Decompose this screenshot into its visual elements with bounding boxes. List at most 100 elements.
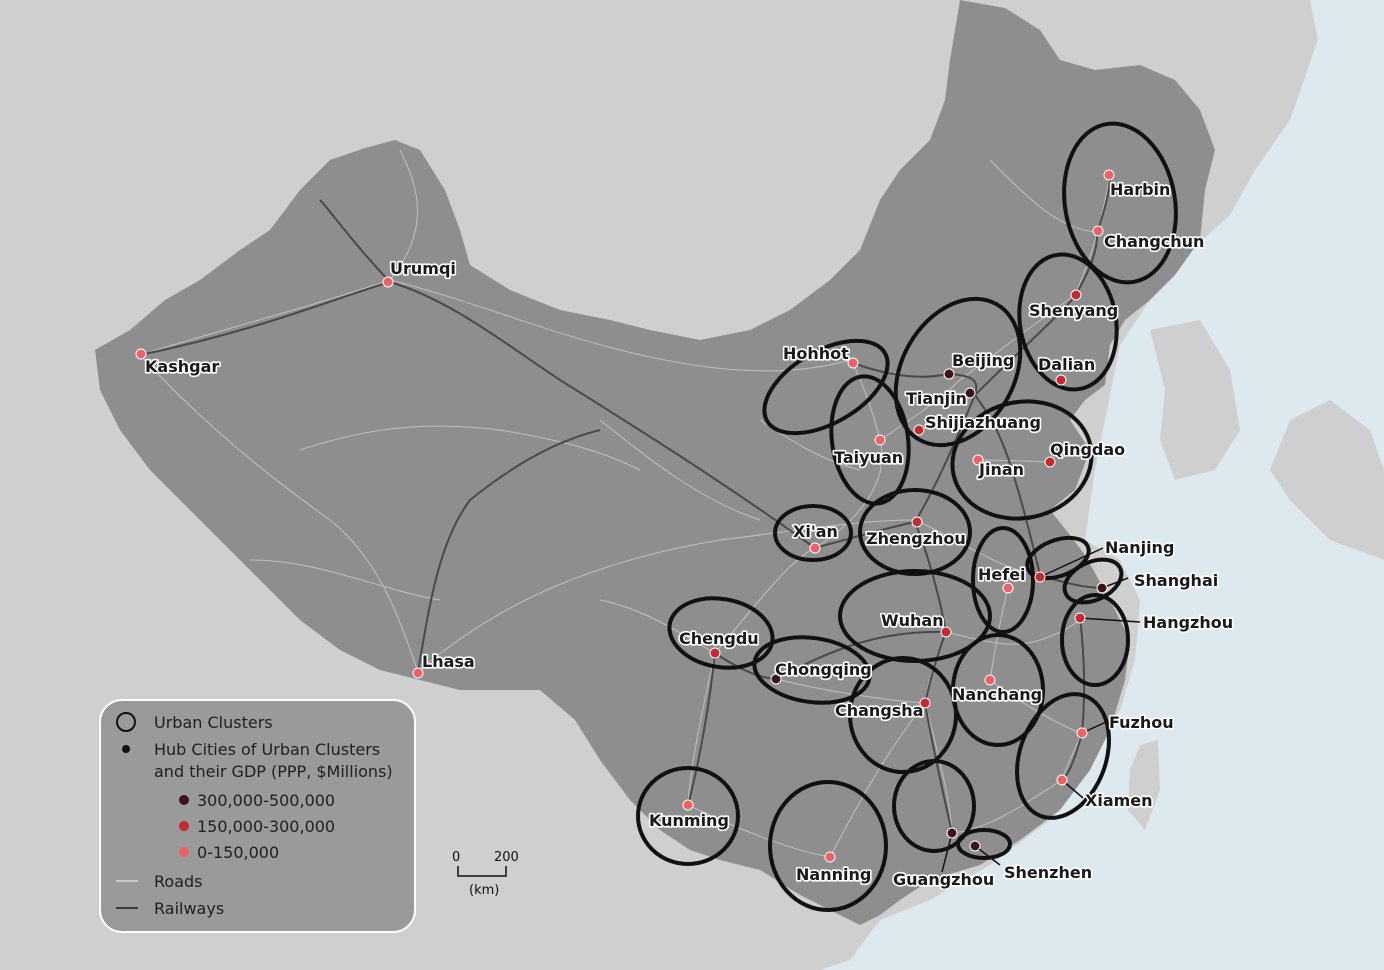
city-dot-nanchang bbox=[984, 674, 996, 686]
city-label-nanning: Nanning bbox=[796, 865, 871, 884]
urban-clusters bbox=[636, 121, 1178, 912]
scale-bar-line bbox=[457, 866, 507, 877]
hub-city-dots bbox=[135, 169, 1115, 863]
city-dot-shenzhen bbox=[969, 840, 981, 852]
korea-land bbox=[1150, 320, 1240, 480]
city-label-lhasa: Lhasa bbox=[422, 652, 475, 671]
legend-gdp-low: 0-150,000 bbox=[197, 843, 279, 862]
city-label-chengdu: Chengdu bbox=[679, 629, 759, 648]
city-dot-kashgar bbox=[135, 348, 147, 360]
cluster-hangzhou bbox=[1060, 593, 1130, 687]
city-dot-changchun bbox=[1092, 225, 1104, 237]
city-dot-tianjin bbox=[964, 387, 976, 399]
cluster-nanning bbox=[768, 780, 888, 912]
cluster-xian bbox=[773, 504, 853, 562]
cluster-kunming bbox=[636, 766, 740, 866]
cluster-guangzhou bbox=[892, 759, 976, 853]
legend: Urban Clusters Hub Cities of Urban Clust… bbox=[99, 699, 416, 933]
city-dot-hohhot bbox=[847, 357, 859, 369]
legend-roads: Roads bbox=[154, 872, 202, 891]
city-label-taiyuan: Taiyuan bbox=[834, 448, 903, 467]
legend-gdp-mid-dot bbox=[179, 821, 189, 831]
city-label-nanjing: Nanjing bbox=[1105, 538, 1174, 557]
city-label-changchun: Changchun bbox=[1104, 232, 1204, 251]
city-label-zhengzhou: Zhengzhou bbox=[866, 529, 966, 548]
city-dot-shenyang bbox=[1070, 289, 1082, 301]
legend-hub-icon bbox=[122, 745, 130, 753]
cluster-chongqing bbox=[752, 635, 872, 705]
city-label-qingdao: Qingdao bbox=[1050, 440, 1125, 459]
city-label-xiamen: Xiamen bbox=[1085, 791, 1153, 810]
legend-box bbox=[99, 699, 416, 933]
legend-gdp-low-dot bbox=[179, 847, 189, 857]
city-dot-qingdao bbox=[1044, 456, 1056, 468]
legend-hub-line1: Hub Cities of Urban Clusters bbox=[154, 740, 380, 759]
city-label-shanghai: Shanghai bbox=[1134, 571, 1218, 590]
city-dot-jinan bbox=[972, 454, 984, 466]
cluster-shanghai bbox=[1062, 557, 1124, 605]
cluster-zhengzhou bbox=[858, 488, 972, 576]
city-dot-beijing bbox=[943, 368, 955, 380]
legend-railways: Railways bbox=[154, 899, 224, 918]
city-label-guangzhou: Guangzhou bbox=[893, 870, 994, 889]
city-labels: Harbin Changchun Shenyang Dalian Beijing… bbox=[143, 178, 1234, 890]
legend-gdp-high-dot bbox=[179, 795, 189, 805]
cluster-nanjing bbox=[1025, 535, 1091, 581]
cluster-hohhot bbox=[762, 338, 890, 436]
city-dot-guangzhou bbox=[946, 827, 958, 839]
city-dot-xiamen bbox=[1056, 774, 1068, 786]
city-label-shenzhen: Shenzhen bbox=[1004, 863, 1092, 882]
city-label-harbin: Harbin bbox=[1110, 180, 1170, 199]
cluster-taiyuan bbox=[829, 374, 911, 506]
city-label-xian: Xi'an bbox=[793, 522, 838, 541]
city-dot-taiyuan bbox=[874, 434, 886, 446]
city-label-hohhot: Hohhot bbox=[783, 344, 849, 363]
city-label-changsha: Changsha bbox=[835, 701, 923, 720]
city-dot-changsha bbox=[919, 697, 931, 709]
road-network bbox=[139, 149, 1111, 858]
city-dot-shijiazhuang bbox=[913, 424, 925, 436]
city-label-shenyang: Shenyang bbox=[1029, 301, 1118, 320]
city-label-fuzhou: Fuzhou bbox=[1109, 713, 1174, 732]
city-label-chongqing: Chongqing bbox=[775, 660, 872, 679]
city-label-urumqi: Urumqi bbox=[390, 259, 456, 278]
city-dot-harbin bbox=[1103, 169, 1115, 181]
city-dot-kunming bbox=[682, 799, 694, 811]
scale-bar: 0 200 (km) bbox=[452, 850, 519, 898]
city-label-tianjin: Tianjin bbox=[906, 389, 967, 408]
city-dot-nanning bbox=[824, 851, 836, 863]
cluster-nanchang bbox=[951, 633, 1045, 747]
cluster-shenyang-dalian bbox=[1017, 252, 1119, 392]
city-label-jinan: Jinan bbox=[978, 460, 1024, 479]
city-dot-hangzhou bbox=[1074, 612, 1086, 624]
city-dot-shanghai bbox=[1096, 582, 1108, 594]
cluster-shandong bbox=[950, 399, 1094, 521]
scale-end: 200 bbox=[494, 850, 519, 865]
city-label-hangzhou: Hangzhou bbox=[1143, 613, 1233, 632]
city-dot-xian bbox=[809, 542, 821, 554]
city-dot-dalian bbox=[1055, 374, 1067, 386]
city-label-kashgar: Kashgar bbox=[145, 357, 219, 376]
cluster-beijing-tianjin bbox=[893, 296, 1023, 448]
scale-start: 0 bbox=[452, 850, 460, 865]
legend-urban-clusters: Urban Clusters bbox=[154, 713, 273, 732]
cluster-fuzhou-xiamen bbox=[1015, 692, 1111, 820]
taiwan-land bbox=[1128, 740, 1160, 830]
japan-land bbox=[1270, 400, 1384, 560]
city-dot-urumqi bbox=[382, 276, 394, 288]
city-label-wuhan: Wuhan bbox=[881, 611, 944, 630]
cluster-shenzhen bbox=[956, 828, 1012, 860]
legend-hub-line2: and their GDP (PPP, $Millions) bbox=[154, 762, 393, 781]
city-dot-chengdu bbox=[709, 647, 721, 659]
city-dot-nanjing bbox=[1034, 571, 1046, 583]
city-dot-wuhan bbox=[940, 626, 952, 638]
city-label-kunming: Kunming bbox=[649, 811, 729, 830]
scale-unit: (km) bbox=[469, 883, 499, 898]
city-dot-chongqing bbox=[770, 673, 782, 685]
city-label-shijiazhuang: Shijiazhuang bbox=[925, 413, 1041, 432]
city-label-hefei: Hefei bbox=[978, 565, 1026, 584]
city-label-nanchang: Nanchang bbox=[952, 685, 1042, 704]
legend-gdp-mid: 150,000-300,000 bbox=[197, 817, 335, 836]
city-label-dalian: Dalian bbox=[1038, 355, 1095, 374]
